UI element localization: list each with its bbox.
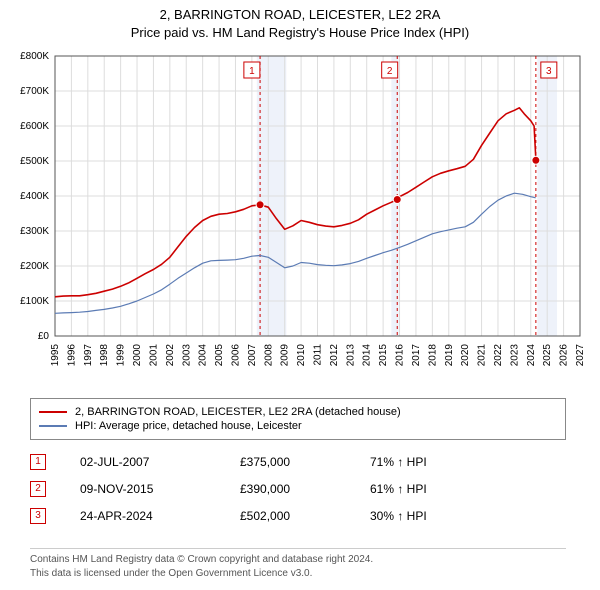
chart-area: £0 £100K £200K £300K £400K £500K £600K £700K £80…	[0, 46, 600, 391]
sale-number-badge: 3	[30, 508, 46, 524]
svg-text:2001: 2001	[148, 344, 159, 367]
svg-text:2021: 2021	[477, 344, 488, 367]
legend-box: 2, BARRINGTON ROAD, LEICESTER, LE2 2RA (…	[30, 398, 566, 440]
svg-text:2010: 2010	[296, 344, 307, 367]
svg-text:2003: 2003	[181, 344, 192, 367]
sale-number-badge: 2	[30, 481, 46, 497]
svg-text:1999: 1999	[116, 344, 127, 367]
title-line-1: 2, BARRINGTON ROAD, LEICESTER, LE2 2RA	[0, 6, 600, 24]
sale-delta: 30% ↑ HPI	[370, 509, 520, 523]
sale-date: 09-NOV-2015	[80, 482, 240, 496]
legend-swatch	[39, 425, 67, 427]
svg-text:2: 2	[387, 66, 393, 77]
sale-price: £502,000	[240, 509, 370, 523]
sale-delta: 61% ↑ HPI	[370, 482, 520, 496]
sale-delta: 71% ↑ HPI	[370, 455, 520, 469]
svg-text:2002: 2002	[165, 344, 176, 367]
svg-text:2023: 2023	[509, 344, 520, 367]
svg-text:2016: 2016	[395, 344, 406, 367]
svg-text:2019: 2019	[444, 344, 455, 367]
svg-text:2008: 2008	[263, 344, 274, 367]
svg-text:£100K: £100K	[20, 296, 49, 307]
svg-text:2000: 2000	[132, 344, 143, 367]
line-chart-svg: £0 £100K £200K £300K £400K £500K £600K £700K £80…	[0, 46, 600, 391]
svg-text:2007: 2007	[247, 344, 258, 367]
footer-note: Contains HM Land Registry data © Crown c…	[30, 548, 566, 581]
legend-row: 2, BARRINGTON ROAD, LEICESTER, LE2 2RA (…	[39, 405, 557, 419]
svg-text:1995: 1995	[50, 344, 61, 367]
svg-text:3: 3	[546, 66, 552, 77]
svg-text:1996: 1996	[66, 344, 77, 367]
svg-text:1998: 1998	[99, 344, 110, 367]
svg-text:2013: 2013	[345, 344, 356, 367]
sale-row: 2 09-NOV-2015£390,00061% ↑ HPI	[30, 475, 566, 502]
chart-title-block: 2, BARRINGTON ROAD, LEICESTER, LE2 2RA P…	[0, 0, 600, 42]
sale-number-badge: 1	[30, 454, 46, 470]
svg-text:2020: 2020	[460, 344, 471, 367]
svg-text:2025: 2025	[542, 344, 553, 367]
svg-text:1997: 1997	[83, 344, 94, 367]
svg-text:2018: 2018	[427, 344, 438, 367]
svg-text:2017: 2017	[411, 344, 422, 367]
svg-text:2024: 2024	[526, 344, 537, 367]
svg-text:2009: 2009	[280, 344, 291, 367]
sale-row: 1 02-JUL-2007£375,00071% ↑ HPI	[30, 448, 566, 475]
svg-text:2014: 2014	[362, 344, 373, 367]
svg-text:£400K: £400K	[20, 191, 49, 202]
svg-text:£300K: £300K	[20, 226, 49, 237]
svg-text:2011: 2011	[313, 344, 324, 366]
svg-text:£500K: £500K	[20, 156, 49, 167]
legend-label: HPI: Average price, detached house, Leic…	[75, 420, 302, 432]
svg-text:2012: 2012	[329, 344, 340, 367]
title-line-2: Price paid vs. HM Land Registry's House …	[0, 24, 600, 42]
svg-text:2022: 2022	[493, 344, 504, 367]
svg-text:2004: 2004	[198, 344, 209, 367]
sale-date: 02-JUL-2007	[80, 455, 240, 469]
legend-row: HPI: Average price, detached house, Leic…	[39, 419, 557, 433]
svg-text:2026: 2026	[559, 344, 570, 367]
svg-text:£800K: £800K	[20, 51, 49, 62]
sale-row: 3 24-APR-2024£502,00030% ↑ HPI	[30, 502, 566, 529]
svg-text:£700K: £700K	[20, 86, 49, 97]
svg-text:2006: 2006	[230, 344, 241, 367]
footer-line-2: This data is licensed under the Open Gov…	[30, 567, 566, 581]
svg-text:2005: 2005	[214, 344, 225, 367]
sale-price: £375,000	[240, 455, 370, 469]
svg-text:2027: 2027	[575, 344, 586, 367]
svg-text:2015: 2015	[378, 344, 389, 367]
svg-text:£200K: £200K	[20, 261, 49, 272]
legend-label: 2, BARRINGTON ROAD, LEICESTER, LE2 2RA (…	[75, 406, 401, 418]
footer-line-1: Contains HM Land Registry data © Crown c…	[30, 553, 566, 567]
sale-price: £390,000	[240, 482, 370, 496]
svg-text:£0: £0	[38, 331, 50, 342]
legend-swatch	[39, 411, 67, 413]
sale-date: 24-APR-2024	[80, 509, 240, 523]
svg-text:1: 1	[249, 66, 255, 77]
svg-text:£600K: £600K	[20, 121, 49, 132]
sales-table: 1 02-JUL-2007£375,00071% ↑ HPI 2 09-NOV-201…	[30, 448, 566, 529]
